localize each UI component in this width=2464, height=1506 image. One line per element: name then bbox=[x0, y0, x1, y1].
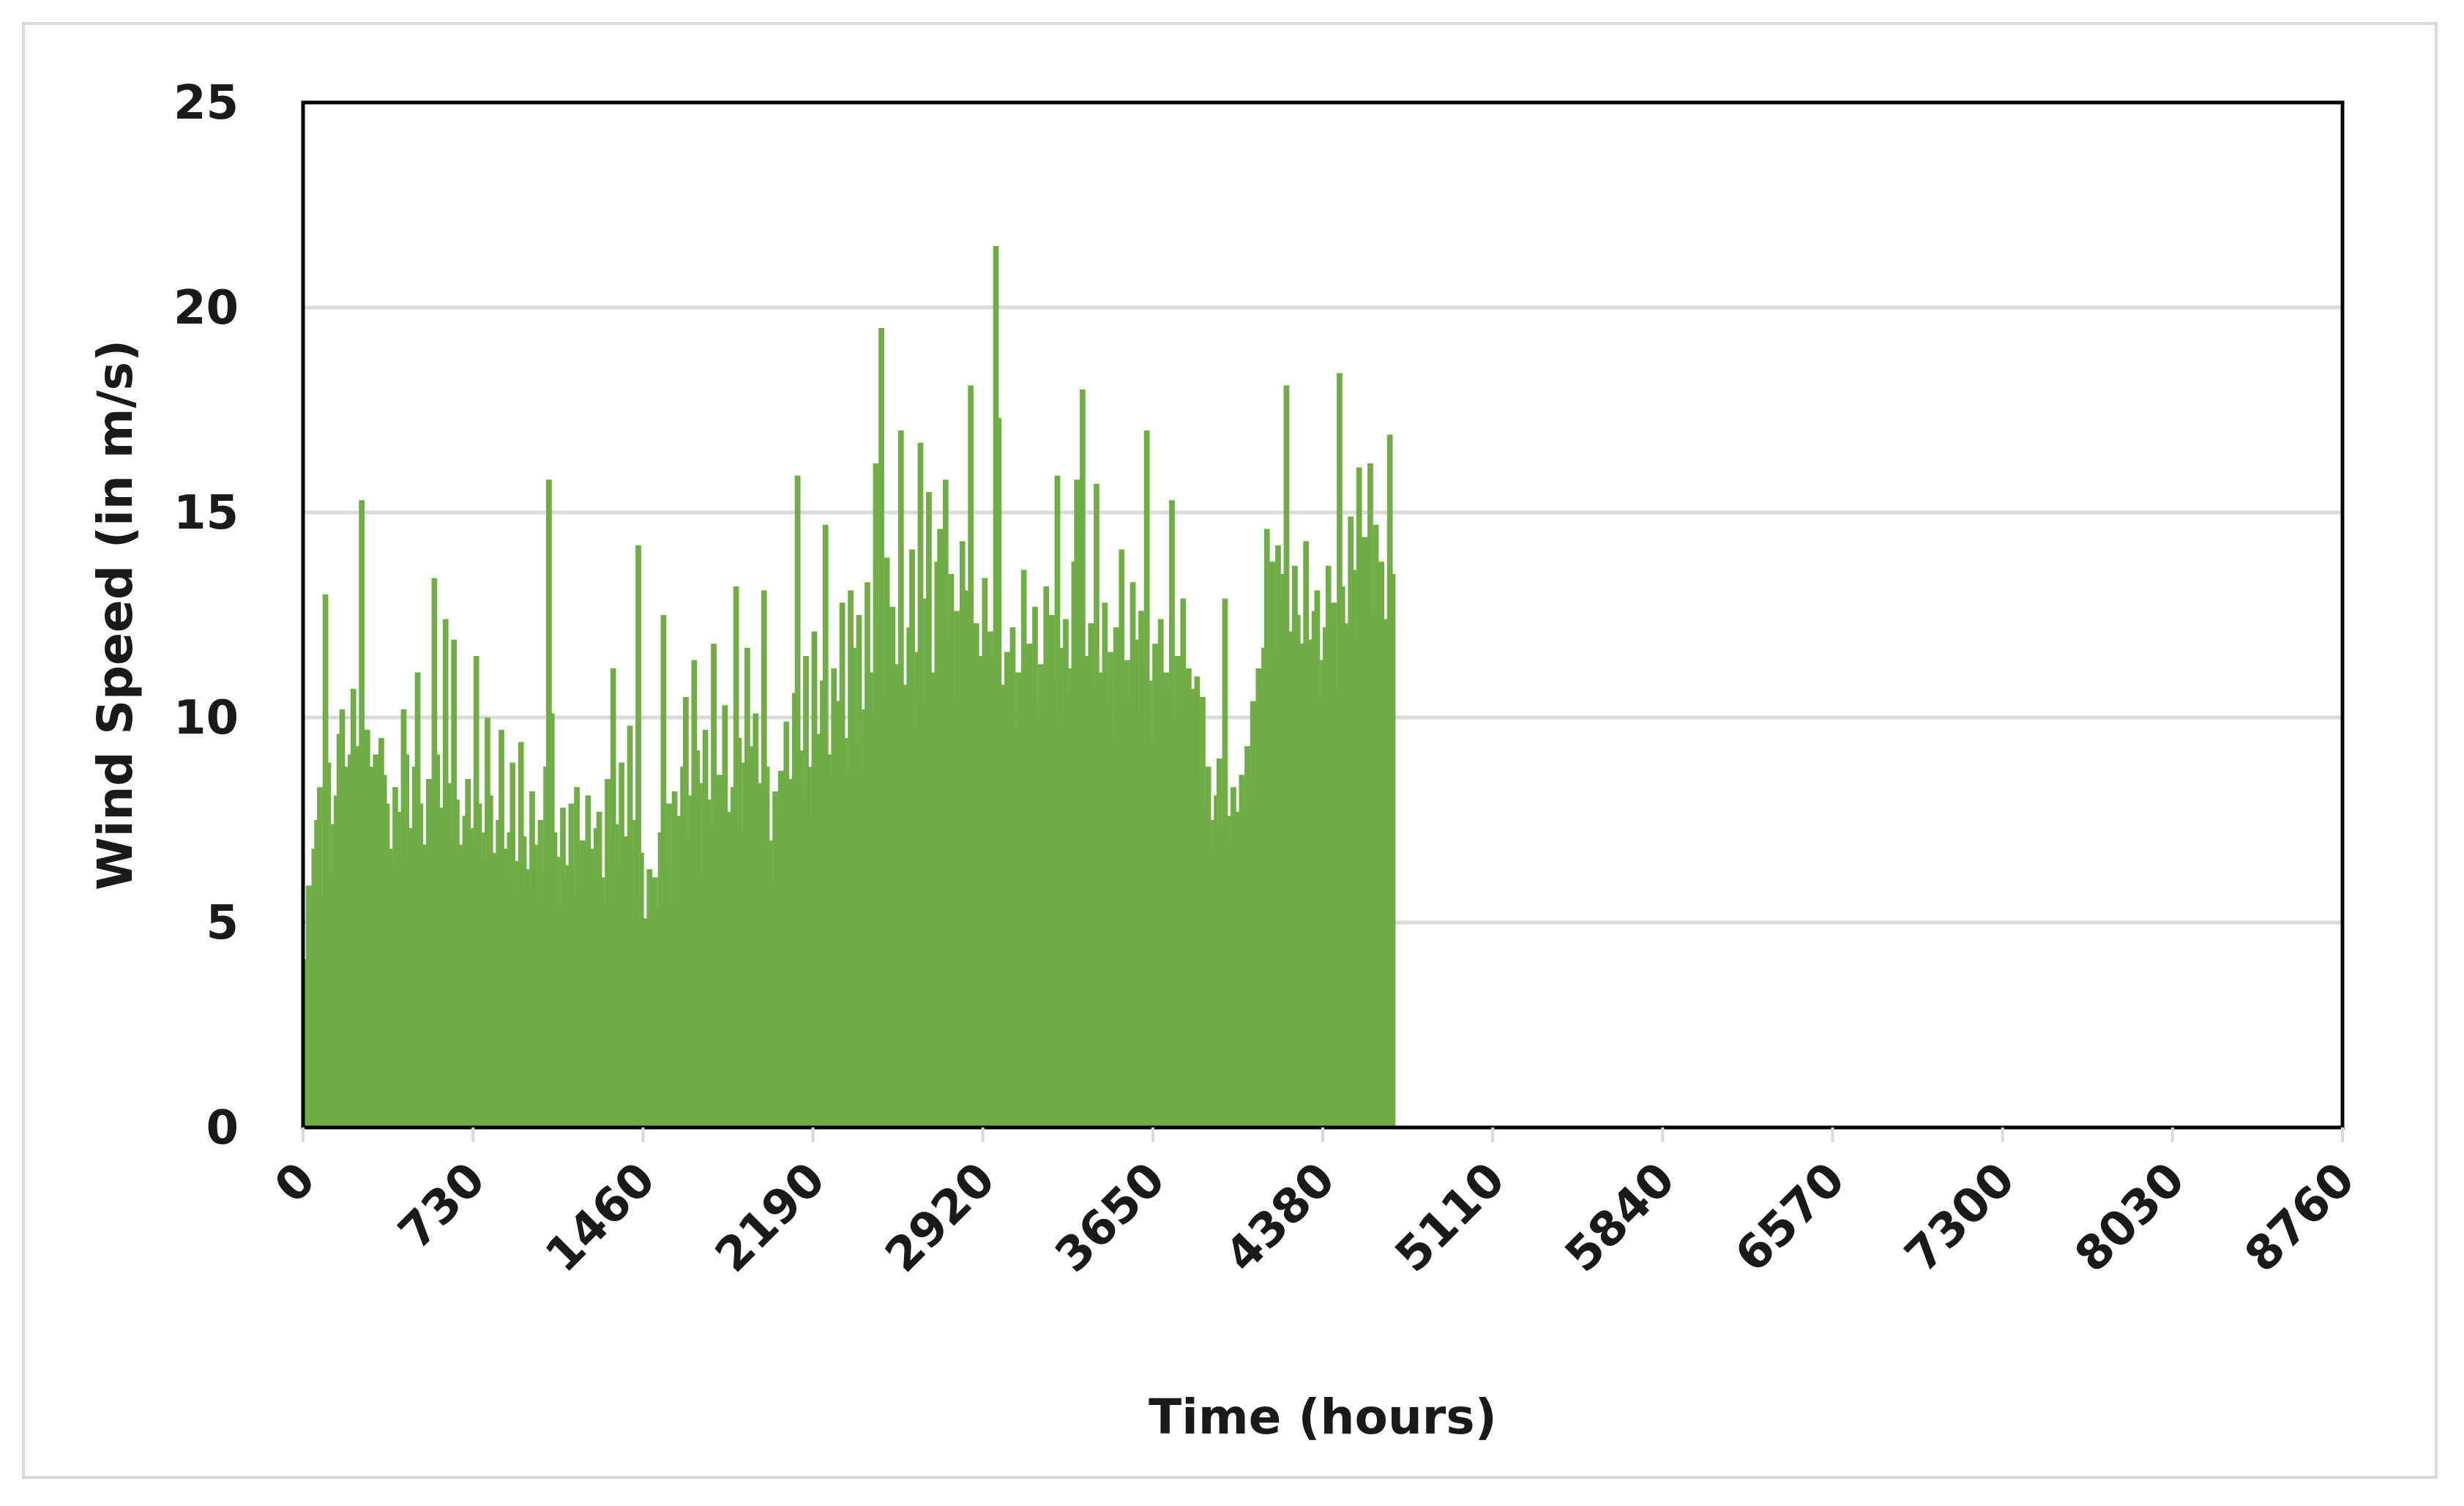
x-axis-ticks: 0 730 1460 2190 2920 3650 4380 5110 5840 6570 7300… bbox=[264, 1127, 2365, 1283]
y-tick-label: 15 bbox=[173, 486, 239, 540]
bar-series bbox=[303, 246, 1396, 1128]
y-tick-label: 20 bbox=[173, 281, 239, 335]
bar bbox=[635, 545, 641, 1127]
y-tick-label: 5 bbox=[206, 896, 239, 950]
x-tick-label: 4380 bbox=[1215, 1152, 1345, 1283]
x-tick-label: 5110 bbox=[1385, 1152, 1515, 1283]
x-tick-label: 1460 bbox=[535, 1152, 665, 1283]
x-tick-label: 8760 bbox=[2235, 1152, 2365, 1283]
x-tick-label: 6570 bbox=[1725, 1152, 1856, 1283]
x-tick-label: 0 bbox=[264, 1152, 326, 1214]
x-tick-label: 7300 bbox=[1895, 1152, 2026, 1283]
chart-frame bbox=[22, 22, 2438, 1479]
y-axis-ticks: 0 5 10 15 20 25 bbox=[173, 76, 239, 1155]
y-axis-title: Wind Speed (in m/s) bbox=[87, 340, 143, 890]
x-tick-label: 2190 bbox=[706, 1152, 836, 1283]
y-tick-label: 25 bbox=[173, 76, 239, 130]
bar bbox=[1389, 574, 1396, 1127]
y-tick-label: 0 bbox=[206, 1101, 239, 1155]
x-tick-label: 730 bbox=[389, 1152, 496, 1260]
y-tick-label: 10 bbox=[173, 691, 239, 745]
x-tick-label: 8030 bbox=[2065, 1152, 2195, 1283]
x-tick-label: 5840 bbox=[1555, 1152, 1685, 1283]
x-tick-label: 3650 bbox=[1045, 1152, 1176, 1283]
x-axis-title: Time (hours) bbox=[1149, 1389, 1497, 1445]
x-tick-label: 2920 bbox=[876, 1152, 1006, 1283]
